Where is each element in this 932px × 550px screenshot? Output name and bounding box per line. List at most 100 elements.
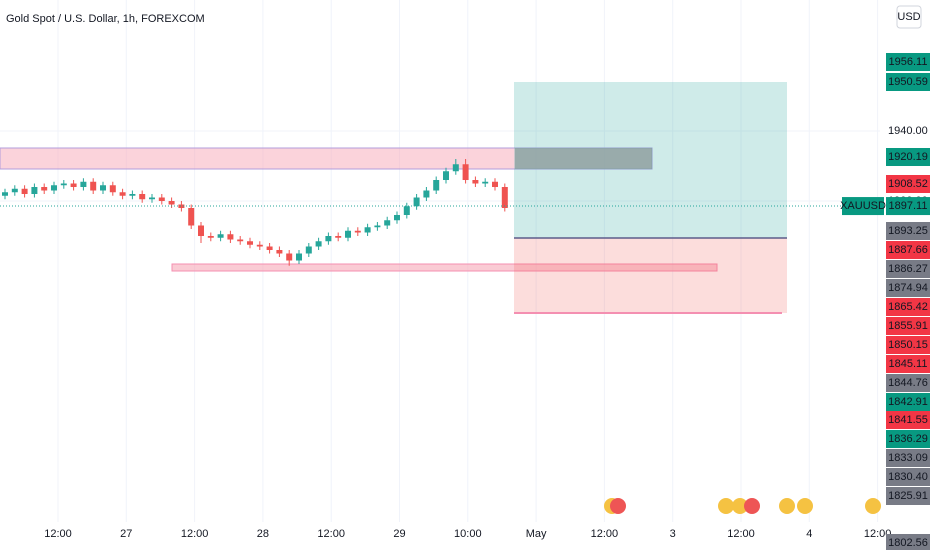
candle-body xyxy=(325,236,332,242)
candle-body xyxy=(472,180,479,184)
price-label-box xyxy=(886,148,930,166)
price-label-box xyxy=(886,374,930,392)
candle-body xyxy=(139,194,146,200)
price-label: 1908.52 xyxy=(888,178,928,190)
price-label: 1956.11 xyxy=(889,56,928,68)
x-tick-label: 12:00 xyxy=(727,528,755,540)
price-label-box xyxy=(886,298,930,316)
symbol-tag-label: XAUUSD xyxy=(840,200,886,212)
grid xyxy=(0,0,880,522)
candle-body xyxy=(335,236,342,238)
x-tick-label: 12:00 xyxy=(44,528,72,540)
event-icon[interactable] xyxy=(718,498,734,514)
candle-body xyxy=(286,253,293,261)
candle-body xyxy=(31,187,38,195)
candle-body xyxy=(129,194,136,196)
price-label-box xyxy=(886,53,930,71)
x-tick-label: 27 xyxy=(120,528,132,540)
price-label: 1920.19 xyxy=(888,151,928,163)
candle-body xyxy=(60,183,67,186)
candle-body xyxy=(374,225,381,228)
profit-zone xyxy=(514,82,787,238)
event-icon[interactable] xyxy=(797,498,813,514)
candle-body xyxy=(413,197,420,207)
candle-body xyxy=(100,185,106,191)
candle-body xyxy=(305,246,312,254)
price-label: 1950.59 xyxy=(888,76,928,88)
candle-body xyxy=(158,197,165,202)
last-price-label: 1897.11 xyxy=(889,200,928,212)
price-label-box xyxy=(886,279,930,297)
price-label-box xyxy=(886,393,930,411)
candle-body xyxy=(80,181,87,188)
candle-body xyxy=(462,164,469,181)
x-tick-label: 3 xyxy=(670,528,676,540)
candle-body xyxy=(423,190,430,198)
candle-body xyxy=(11,188,18,193)
price-label-box xyxy=(886,534,930,550)
price-label: 1855.91 xyxy=(888,320,928,332)
currency-button[interactable] xyxy=(896,5,922,29)
event-icon[interactable] xyxy=(779,498,795,514)
candle-body xyxy=(188,208,195,226)
price-label: 1865.42 xyxy=(888,301,928,313)
candle-body xyxy=(90,181,97,191)
candle-body xyxy=(315,241,322,247)
price-label: 1825.91 xyxy=(888,490,928,502)
price-label-box xyxy=(886,430,930,448)
candle-body xyxy=(247,241,253,245)
price-label-box xyxy=(886,317,930,335)
candle-body xyxy=(492,181,498,188)
candle-body xyxy=(433,180,440,191)
candle-body xyxy=(276,250,283,254)
x-tick-label: 12:00 xyxy=(181,528,209,540)
price-label-box xyxy=(886,222,930,240)
x-tick-label: 12:00 xyxy=(317,528,345,540)
event-icons xyxy=(604,498,881,514)
candle-body xyxy=(217,234,224,238)
symbol-tag xyxy=(842,197,884,216)
price-label: 1842.91 xyxy=(888,396,928,408)
price-label: 1893.25 xyxy=(888,225,928,237)
price-label: 1844.76 xyxy=(888,377,928,389)
x-tick-label: 12:00 xyxy=(591,528,619,540)
last-price-tag xyxy=(886,197,930,216)
candle-body xyxy=(207,236,214,238)
currency-button-label[interactable]: USD xyxy=(897,11,920,23)
price-label: 1845.11 xyxy=(889,358,928,370)
price-label-box xyxy=(886,241,930,259)
candle-body xyxy=(119,192,126,196)
price-label-box xyxy=(886,175,930,193)
event-icon[interactable] xyxy=(732,498,748,514)
candle-body xyxy=(394,215,400,221)
candle-body xyxy=(266,246,273,251)
event-icon[interactable] xyxy=(744,498,760,514)
price-label-box xyxy=(886,260,930,278)
candle-body xyxy=(403,206,410,216)
event-icon[interactable] xyxy=(865,498,881,514)
candle-body xyxy=(2,192,8,196)
candles xyxy=(2,159,508,266)
price-label: 1850.15 xyxy=(888,339,928,351)
candle-body xyxy=(227,234,234,240)
candle-body xyxy=(198,225,204,237)
candle-body xyxy=(452,164,459,172)
x-tick-label: 4 xyxy=(806,528,812,540)
price-label: 1886.27 xyxy=(888,263,928,275)
price-label-box xyxy=(886,449,930,467)
price-label: 1802.56 xyxy=(888,537,928,549)
event-icon[interactable] xyxy=(610,498,626,514)
loss-zone xyxy=(514,238,787,313)
price-label: 1874.94 xyxy=(888,282,928,294)
candle-body xyxy=(345,230,351,238)
x-tick-label: 28 xyxy=(257,528,269,540)
y-tick-label: 1940.00 xyxy=(888,125,928,137)
candle-body xyxy=(51,185,57,191)
candle-body xyxy=(364,227,371,233)
candle-body xyxy=(482,181,489,184)
price-label: 1830.40 xyxy=(888,471,928,483)
x-tick-label: 29 xyxy=(393,528,405,540)
x-tick-label: 12:00 xyxy=(864,528,892,540)
